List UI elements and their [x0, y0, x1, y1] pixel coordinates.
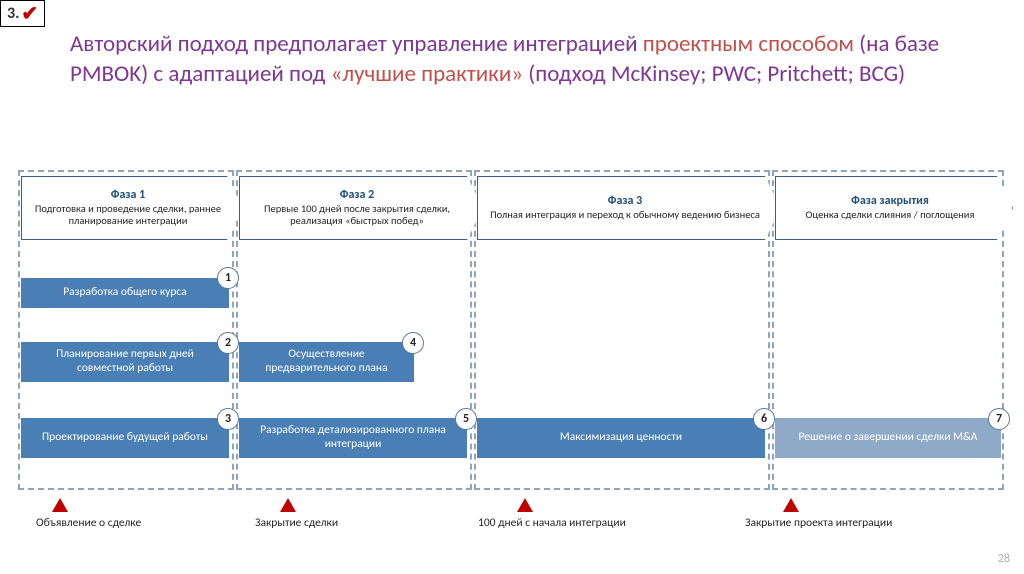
phase-header-1: Фаза 1 Подготовка и проведение сделки, р… — [21, 176, 243, 240]
activity-box-7: Решение о завершении сделки M&A — [775, 418, 1001, 458]
process-diagram: Фаза 1 Подготовка и проведение сделки, р… — [18, 170, 1006, 490]
activity-box-6: Максимизация ценности — [477, 418, 765, 458]
activity-label: Проектирование будущей работы — [42, 431, 208, 445]
num-badge-1: 1 — [217, 267, 239, 289]
milestone-label-2: Закрытие сделки — [255, 516, 338, 530]
phase-desc: Подготовка и проведение сделки, раннее п… — [28, 203, 228, 227]
milestone-label-3: 100 дней с начала интеграции — [478, 516, 626, 530]
activity-label: Решение о завершении сделки M&A — [799, 431, 978, 445]
milestone-label-4: Закрытие проекта интеграции — [745, 516, 892, 530]
phase-title: Фаза 2 — [340, 189, 374, 203]
milestone-triangle-icon — [280, 498, 296, 512]
num-badge-7: 7 — [988, 408, 1010, 430]
num-badge-2: 2 — [217, 332, 239, 354]
activity-label: Максимизация ценности — [560, 431, 682, 445]
activity-label: Разработка детализированного плана интег… — [245, 424, 461, 452]
num-badge-3: 3 — [217, 408, 239, 430]
title-part-1: Авторский подход предполагает управление… — [70, 30, 643, 58]
slide-title: Авторский подход предполагает управление… — [70, 30, 984, 90]
activity-box-4: Осуществление предварительного плана — [239, 342, 414, 382]
phase-title: Фаза 3 — [608, 195, 642, 209]
activity-label: Разработка общего курса — [63, 286, 187, 300]
slide-number: 28 — [998, 552, 1010, 566]
phase-title: Фаза закрытия — [851, 195, 929, 209]
milestone-triangle-icon — [783, 498, 799, 512]
phase-header-2: Фаза 2 Первые 100 дней после закрытия сд… — [239, 176, 483, 240]
title-part-2: проектным способом — [643, 30, 854, 58]
activity-box-2: Планирование первых дней совместной рабо… — [21, 342, 229, 382]
title-part-4: «лучшие практики» — [331, 60, 524, 88]
activity-box-3: Проектирование будущей работы — [21, 418, 229, 458]
activity-box-1: Разработка общего курса — [21, 278, 229, 308]
activity-label: Осуществление предварительного плана — [245, 348, 408, 376]
num-badge-4: 4 — [402, 332, 424, 354]
milestone-triangle-icon — [517, 498, 533, 512]
phase-desc: Полная интеграция и переход к обычному в… — [490, 209, 760, 221]
milestone-label-1: Объявление о сделке — [36, 516, 141, 530]
phase-header-4: Фаза закрытия Оценка сделки слияния / по… — [775, 176, 1013, 240]
phase-title: Фаза 1 — [111, 189, 145, 203]
milestone-triangle-icon — [52, 498, 68, 512]
phase-desc: Первые 100 дней после закрытия сделки, р… — [246, 203, 468, 227]
phase-header-3: Фаза 3 Полная интеграция и переход к обы… — [477, 176, 781, 240]
num-badge-5: 5 — [455, 408, 477, 430]
slide-step-tag: 3. ✔ — [0, 0, 45, 27]
title-part-5: (подход McKinsey; PWC; Pritchett; BCG) — [523, 60, 905, 88]
step-number: 3. — [7, 4, 19, 23]
num-badge-6: 6 — [753, 408, 775, 430]
activity-label: Планирование первых дней совместной рабо… — [27, 348, 223, 376]
check-icon: ✔ — [21, 1, 38, 26]
phase-desc: Оценка сделки слияния / поглощения — [806, 209, 975, 221]
activity-box-5: Разработка детализированного плана интег… — [239, 418, 467, 458]
